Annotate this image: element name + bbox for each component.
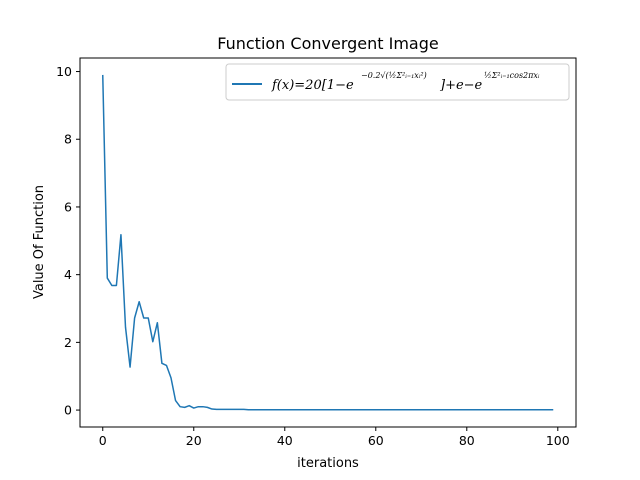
legend: f(x)=20[1−e −0.2√(½Σ²ᵢ₌₁xᵢ²) ]+e−e ½Σ²ᵢ₌…	[225, 63, 570, 101]
y-axis-label: Value Of Function	[32, 185, 47, 299]
legend-label-exp2: ½Σ²ᵢ₌₁cos2πxᵢ	[484, 71, 540, 80]
chart-title: Function Convergent Image	[217, 34, 438, 53]
x-tick-label: 80	[459, 433, 475, 448]
y-tick-label: 0	[64, 403, 72, 418]
y-tick-label: 4	[64, 267, 72, 282]
y-tick-label: 10	[56, 64, 72, 79]
legend-label-exp1: −0.2√(½Σ²ᵢ₌₁xᵢ²)	[361, 71, 427, 80]
series-line	[102, 74, 554, 411]
x-tick-label: 40	[277, 433, 293, 448]
legend-label: f(x)=20[1−e −0.2√(½Σ²ᵢ₌₁xᵢ²) ]+e−e ½Σ²ᵢ₌…	[271, 71, 540, 93]
y-axis: 0 2 4 6 8 10	[56, 64, 80, 418]
x-axis-label: iterations	[297, 456, 359, 471]
y-tick-label: 8	[64, 132, 72, 147]
legend-label-formula: f(x)=20[1−e	[271, 78, 354, 93]
x-tick-label: 0	[99, 433, 107, 448]
legend-label-mid: ]+e−e	[439, 78, 483, 93]
x-tick-label: 20	[186, 433, 202, 448]
legend-box	[225, 63, 570, 101]
y-tick-label: 2	[64, 335, 72, 350]
plot-area	[79, 57, 577, 428]
series-layer	[102, 74, 554, 411]
plot-frame	[79, 57, 577, 428]
x-axis: 0 20 40 60 80 100	[99, 427, 570, 448]
x-tick-label: 100	[546, 433, 570, 448]
y-tick-label: 6	[64, 199, 72, 214]
x-tick-label: 60	[368, 433, 384, 448]
